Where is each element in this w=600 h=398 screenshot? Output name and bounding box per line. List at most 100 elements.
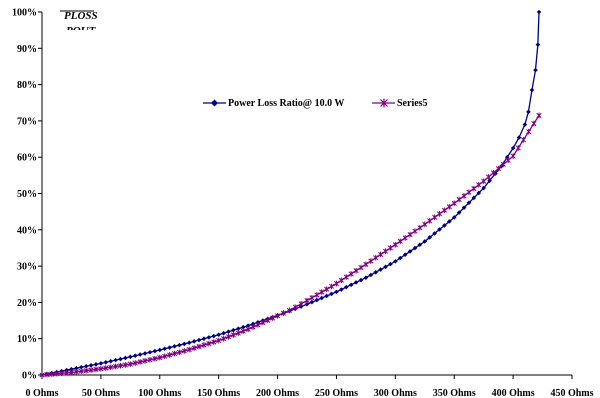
- data-point: [451, 200, 457, 207]
- data-point: [113, 357, 118, 363]
- data-point: [481, 178, 487, 184]
- data-point: [225, 333, 232, 340]
- series-1: [39, 9, 542, 378]
- data-point: [152, 348, 158, 354]
- data-point: [393, 259, 398, 264]
- data-point: [447, 219, 452, 224]
- data-point: [68, 369, 74, 376]
- legend-swatch-marker-series-1: [211, 99, 218, 107]
- data-point: [255, 321, 261, 328]
- data-point: [123, 355, 128, 361]
- data-point: [456, 210, 462, 215]
- data-point: [132, 360, 138, 366]
- data-point: [495, 165, 501, 172]
- data-point: [446, 204, 452, 210]
- data-point: [73, 369, 79, 375]
- data-point: [515, 145, 521, 151]
- data-point: [504, 154, 510, 160]
- series-line-2: [41, 115, 540, 376]
- data-point: [167, 345, 172, 350]
- data-point: [152, 355, 158, 362]
- data-point: [535, 42, 541, 47]
- y-axis-label: PLOSS POUT: [55, 10, 115, 42]
- data-point: [74, 365, 79, 371]
- data-point: [461, 205, 467, 210]
- data-point: [392, 241, 398, 248]
- data-point: [250, 324, 256, 330]
- legend-swatch-marker-series-2: [380, 98, 388, 108]
- y-tick-label: 30%: [17, 262, 37, 273]
- data-point: [240, 324, 246, 330]
- data-point: [324, 286, 330, 293]
- data-point: [132, 353, 138, 359]
- data-point: [402, 235, 408, 241]
- data-point: [493, 171, 498, 176]
- legend-item-series-2: Series5: [372, 98, 428, 109]
- data-point: [388, 261, 393, 267]
- data-point: [221, 330, 226, 336]
- data-point: [348, 282, 354, 288]
- data-point: [461, 193, 467, 199]
- data-point: [162, 353, 168, 360]
- data-point: [456, 196, 462, 203]
- data-point: [520, 137, 527, 143]
- data-point: [88, 367, 94, 373]
- x-tick-label: 400 Ohms: [492, 388, 535, 398]
- data-point: [49, 371, 55, 377]
- x-tick-label: 450 Ohms: [550, 388, 593, 398]
- data-point: [216, 332, 221, 338]
- data-point: [186, 340, 192, 345]
- data-point: [412, 228, 418, 234]
- data-point: [378, 267, 383, 272]
- data-point: [270, 315, 276, 321]
- data-point: [191, 345, 197, 351]
- data-point: [286, 307, 292, 314]
- data-point: [245, 323, 251, 328]
- data-point: [191, 339, 197, 344]
- data-point: [466, 189, 472, 196]
- data-point: [526, 128, 532, 135]
- data-point: [275, 313, 281, 319]
- y-tick-label: 90%: [17, 44, 37, 55]
- data-point: [529, 87, 535, 93]
- data-point: [137, 359, 143, 365]
- data-point: [441, 207, 447, 214]
- data-point: [309, 299, 315, 305]
- y-tick-label: 80%: [17, 80, 37, 91]
- data-point: [162, 346, 167, 352]
- data-point: [240, 328, 246, 334]
- x-tick-label: 100 Ohms: [138, 388, 181, 398]
- data-point: [260, 319, 266, 326]
- data-point: [387, 245, 393, 251]
- data-point: [206, 340, 212, 347]
- data-point: [466, 200, 472, 206]
- data-point: [487, 178, 492, 184]
- x-tick-label: 150 Ohms: [197, 388, 240, 398]
- y-axis-label-top: PLOSS: [64, 10, 98, 22]
- data-point: [309, 294, 315, 301]
- data-point: [358, 264, 364, 271]
- x-tick-label: 350 Ohms: [433, 388, 476, 398]
- data-point: [353, 267, 359, 274]
- data-point: [329, 291, 334, 297]
- data-point: [78, 364, 84, 370]
- data-point: [328, 283, 335, 290]
- data-point: [59, 370, 65, 377]
- data-point: [39, 372, 45, 378]
- data-point: [108, 358, 114, 364]
- data-point: [427, 235, 432, 240]
- y-tick-label: 70%: [17, 116, 37, 127]
- x-ticks: 0 Ohms 50 Ohms 100 Ohms 150 Ohms 200 Ohms 250…: [25, 375, 594, 398]
- data-point: [476, 182, 482, 188]
- data-point: [186, 346, 192, 353]
- data-point: [319, 289, 325, 295]
- data-point: [118, 356, 123, 362]
- data-point: [167, 352, 173, 358]
- data-point: [181, 348, 187, 354]
- data-point: [338, 277, 344, 284]
- data-point: [368, 258, 374, 264]
- data-point: [368, 272, 374, 278]
- y-tick-label: 100%: [12, 8, 37, 19]
- data-point: [280, 310, 286, 316]
- data-point: [171, 350, 178, 357]
